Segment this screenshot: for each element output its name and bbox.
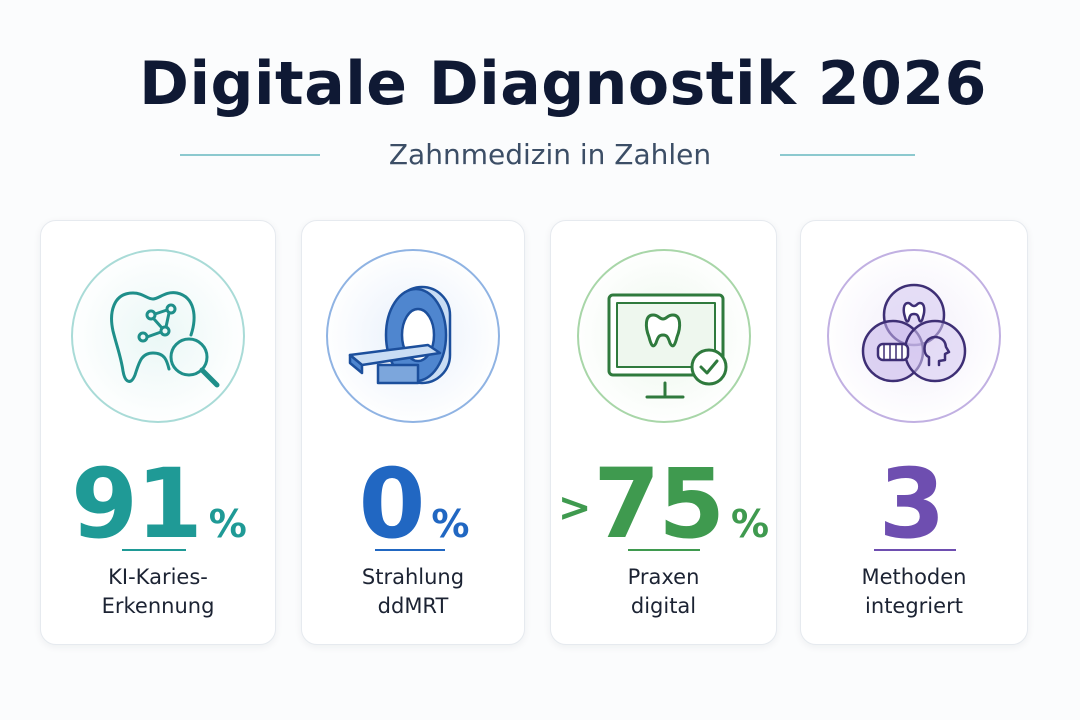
stat-label-line1: Methoden — [861, 565, 967, 589]
stat-label-line2: integriert — [865, 594, 963, 618]
stat-number: 75 — [593, 448, 725, 560]
stat-number: 3 — [878, 448, 946, 560]
stat-number: 91 — [71, 448, 203, 560]
monitor-tooth-check-icon — [576, 249, 751, 423]
stat-unit: % — [431, 502, 470, 546]
stat-label-line2: Erkennung — [101, 594, 215, 618]
stat-number: 0 — [358, 448, 426, 560]
venn-methods-icon — [827, 249, 1001, 423]
stat-value: >75% — [551, 449, 776, 559]
subtitle-row: Zahnmedizin in Zahlen — [0, 136, 1080, 176]
stat-divider — [375, 549, 445, 551]
stat-card-ki-karies: 91% KI-Karies- Erkennung — [40, 220, 276, 645]
stat-card-methoden: 3 Methoden integriert — [800, 220, 1028, 645]
stat-label-line2: digital — [630, 594, 697, 618]
stat-value: 0% — [302, 449, 524, 559]
page-title: Digitale Diagnostik 2026 — [139, 49, 987, 119]
stat-label-line1: Strahlung — [361, 565, 465, 589]
mri-scanner-icon — [326, 249, 500, 423]
stat-label: Methoden integriert — [801, 563, 1027, 621]
stat-value: 3 — [801, 449, 1027, 559]
stat-unit: % — [731, 502, 770, 546]
stat-label-line2: ddMRT — [377, 594, 449, 618]
stat-label: KI-Karies- Erkennung — [41, 563, 275, 621]
stat-card-strahlung: 0% Strahlung ddMRT — [301, 220, 525, 645]
page-subtitle: Zahnmedizin in Zahlen — [388, 138, 712, 171]
stat-label: Strahlung ddMRT — [302, 563, 524, 621]
stat-divider — [122, 549, 186, 551]
subtitle-divider-right — [780, 154, 915, 156]
stat-value: 91% — [41, 449, 275, 559]
tooth-ai-search-icon — [71, 249, 245, 423]
stat-divider — [874, 549, 956, 551]
stat-card-praxen: >75% Praxen digital — [550, 220, 777, 645]
stat-label: Praxen digital — [551, 563, 776, 621]
stat-label-line1: Praxen — [627, 565, 700, 589]
stat-label-line1: KI-Karies- — [108, 565, 208, 589]
stat-unit: % — [208, 502, 247, 546]
subtitle-divider-left — [180, 154, 320, 156]
stat-divider — [627, 549, 700, 551]
stat-prefix: > — [557, 485, 592, 531]
